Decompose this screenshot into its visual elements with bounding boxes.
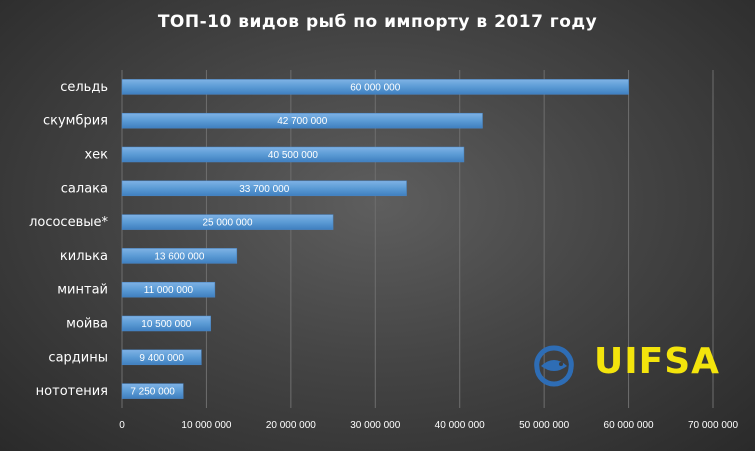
x-tick-label-4: 40 000 000 — [435, 420, 485, 431]
value-label-3: 33 700 000 — [239, 184, 289, 195]
value-label-0: 60 000 000 — [350, 82, 400, 93]
bar-5 — [121, 248, 238, 264]
value-label-8: 9 400 000 — [139, 353, 184, 364]
value-label-6: 11 000 000 — [144, 285, 194, 296]
chart-title: ТОП-10 видов рыб по импорту в 2017 году — [157, 12, 598, 32]
category-label-6: минтай — [57, 283, 108, 298]
bar-8 — [121, 349, 202, 366]
bar-6 — [121, 281, 216, 298]
bar-3 — [121, 180, 407, 197]
labels: 0 10 000 000 20 000 000 30 000 000 40 000 00… — [29, 80, 738, 431]
category-label-2: хек — [84, 148, 108, 163]
x-tick-label-3: 30 000 000 — [350, 420, 400, 431]
x-tick-label-6: 60 000 000 — [604, 420, 654, 431]
category-label-9: нототения — [36, 384, 108, 399]
category-label-7: мойва — [66, 317, 108, 332]
category-label-5: килька — [60, 249, 108, 264]
grid-lines — [121, 70, 714, 408]
bar-4 — [121, 214, 334, 230]
bar-2 — [121, 146, 465, 163]
value-label-5: 13 600 000 — [154, 251, 204, 262]
category-label-8: сардины — [48, 350, 108, 365]
bar-9 — [121, 383, 184, 399]
fish-globe-icon — [527, 340, 581, 393]
category-label-0: сельдь — [60, 80, 108, 95]
x-tick-label-1: 10 000 000 — [181, 420, 231, 431]
bar-0 — [121, 79, 629, 95]
value-label-9: 7 250 000 — [130, 387, 175, 398]
value-label-2: 40 500 000 — [268, 150, 318, 161]
category-label-3: салака — [61, 181, 108, 196]
uifsa-logo-text: UIFSA — [594, 341, 721, 382]
bars — [121, 79, 629, 399]
x-tick-label-2: 20 000 000 — [266, 420, 316, 431]
value-label-1: 42 700 000 — [277, 116, 327, 127]
value-label-7: 10 500 000 — [141, 319, 191, 330]
bar-7 — [121, 315, 211, 332]
category-label-4: лососевые* — [29, 215, 108, 230]
x-tick-label-5: 50 000 000 — [519, 420, 569, 431]
x-tick-label-7: 70 000 000 — [688, 420, 738, 431]
category-label-1: скумбрия — [43, 114, 108, 129]
bar-1 — [121, 112, 483, 129]
value-label-4: 25 000 000 — [203, 218, 253, 229]
x-tick-label-0: 0 — [119, 420, 125, 431]
